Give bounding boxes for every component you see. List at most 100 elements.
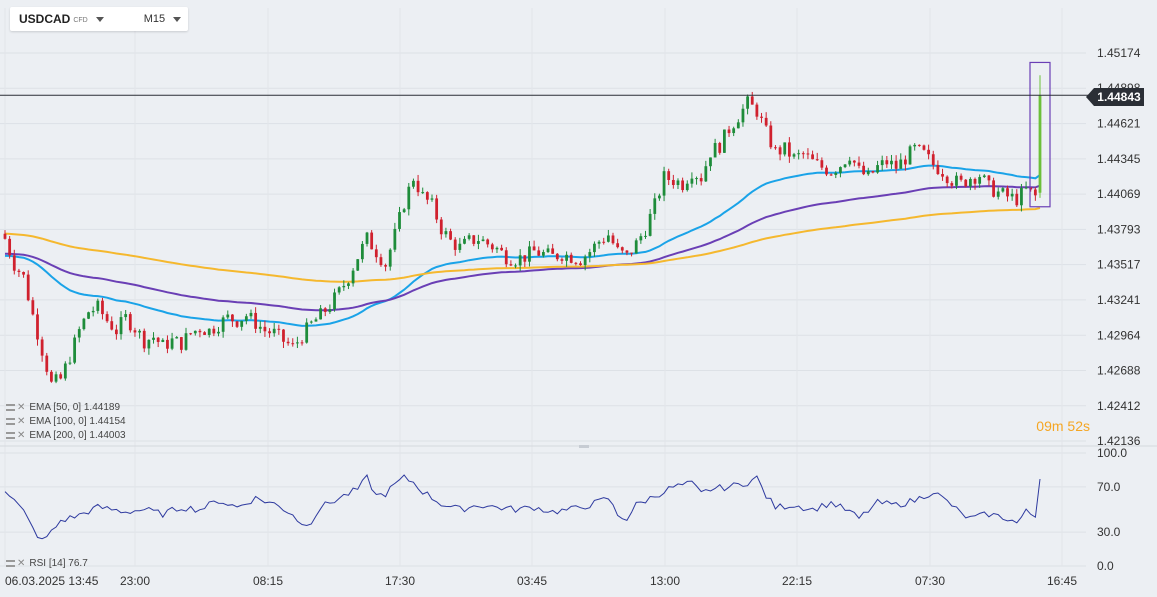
candle[interactable]	[1001, 188, 1005, 192]
candle[interactable]	[124, 314, 128, 318]
candle[interactable]	[565, 254, 568, 261]
candle[interactable]	[741, 108, 745, 123]
candle[interactable]	[616, 243, 620, 248]
candle[interactable]	[959, 175, 963, 180]
candle[interactable]	[416, 180, 420, 193]
candle[interactable]	[1033, 189, 1037, 196]
candle[interactable]	[676, 180, 680, 186]
candle[interactable]	[481, 239, 485, 242]
candle[interactable]	[226, 314, 230, 318]
candle[interactable]	[398, 212, 401, 229]
settings-icon[interactable]	[6, 560, 15, 567]
candle[interactable]	[77, 329, 81, 338]
candle[interactable]	[212, 328, 216, 334]
candle[interactable]	[198, 330, 202, 333]
candle[interactable]	[319, 308, 322, 320]
candle[interactable]	[597, 241, 601, 244]
candle[interactable]	[945, 176, 949, 184]
candle[interactable]	[286, 341, 290, 344]
candle[interactable]	[486, 239, 490, 245]
candle[interactable]	[936, 165, 940, 175]
candle[interactable]	[955, 175, 958, 186]
candle[interactable]	[718, 143, 722, 153]
candle[interactable]	[356, 259, 360, 271]
candle[interactable]	[671, 179, 675, 186]
candle[interactable]	[514, 265, 517, 267]
candle[interactable]	[732, 128, 736, 134]
candle[interactable]	[221, 317, 225, 332]
pane-divider-handle[interactable]	[579, 445, 589, 448]
candle[interactable]	[430, 198, 434, 200]
candle[interactable]	[268, 331, 271, 334]
candle[interactable]	[797, 153, 801, 155]
candle[interactable]	[834, 172, 838, 175]
candle[interactable]	[885, 160, 889, 165]
symbol-selector[interactable]: USDCAD CFD M15	[10, 7, 188, 31]
candle[interactable]	[435, 198, 439, 220]
candle[interactable]	[50, 371, 53, 382]
candle[interactable]	[277, 328, 281, 330]
timeframe-dropdown-icon[interactable]	[173, 16, 182, 22]
candle[interactable]	[138, 330, 141, 333]
candle[interactable]	[509, 264, 513, 266]
candle[interactable]	[681, 180, 685, 191]
candle[interactable]	[54, 374, 58, 382]
candle[interactable]	[574, 262, 578, 264]
candle[interactable]	[170, 338, 174, 349]
candle[interactable]	[783, 142, 787, 155]
candle[interactable]	[458, 243, 462, 250]
candle[interactable]	[922, 145, 926, 150]
candle[interactable]	[402, 209, 406, 213]
candle[interactable]	[541, 252, 545, 256]
candle[interactable]	[258, 326, 262, 329]
candle[interactable]	[193, 330, 197, 334]
candle[interactable]	[825, 167, 828, 175]
candle[interactable]	[894, 160, 898, 169]
candle[interactable]	[811, 154, 814, 160]
candle[interactable]	[342, 285, 346, 288]
candle[interactable]	[351, 270, 355, 284]
candle[interactable]	[528, 246, 531, 262]
candle[interactable]	[40, 339, 44, 356]
candle[interactable]	[337, 287, 341, 293]
candle[interactable]	[866, 171, 870, 175]
candle[interactable]	[620, 247, 624, 251]
candle[interactable]	[82, 318, 86, 330]
candle[interactable]	[1006, 188, 1009, 197]
candle[interactable]	[1020, 188, 1023, 206]
candle[interactable]	[91, 310, 95, 313]
candle[interactable]	[425, 192, 429, 200]
candle[interactable]	[1015, 193, 1019, 206]
candle[interactable]	[815, 159, 819, 161]
candle[interactable]	[792, 154, 796, 157]
settings-icon[interactable]	[6, 404, 15, 411]
candle[interactable]	[695, 178, 698, 180]
candle[interactable]	[648, 213, 652, 236]
candle[interactable]	[653, 198, 657, 214]
candle[interactable]	[240, 320, 244, 327]
candle[interactable]	[407, 186, 411, 210]
candle[interactable]	[282, 329, 285, 342]
candle[interactable]	[166, 339, 169, 349]
close-icon[interactable]: ✕	[17, 402, 26, 413]
candle[interactable]	[630, 252, 633, 254]
candle[interactable]	[913, 144, 917, 147]
candle[interactable]	[114, 329, 118, 335]
candle[interactable]	[490, 244, 494, 250]
candle[interactable]	[917, 144, 921, 146]
candle[interactable]	[1038, 95, 1042, 193]
candle[interactable]	[119, 317, 123, 335]
candle[interactable]	[560, 259, 564, 261]
candle[interactable]	[179, 337, 183, 350]
candle[interactable]	[73, 337, 77, 363]
candle[interactable]	[871, 171, 875, 173]
candle[interactable]	[806, 153, 810, 155]
candle[interactable]	[713, 143, 717, 158]
candle[interactable]	[1010, 193, 1014, 197]
candle[interactable]	[927, 149, 931, 155]
candle[interactable]	[263, 326, 267, 332]
candle[interactable]	[63, 363, 67, 379]
candle[interactable]	[360, 243, 364, 260]
candle[interactable]	[755, 104, 759, 117]
candle[interactable]	[249, 312, 253, 317]
